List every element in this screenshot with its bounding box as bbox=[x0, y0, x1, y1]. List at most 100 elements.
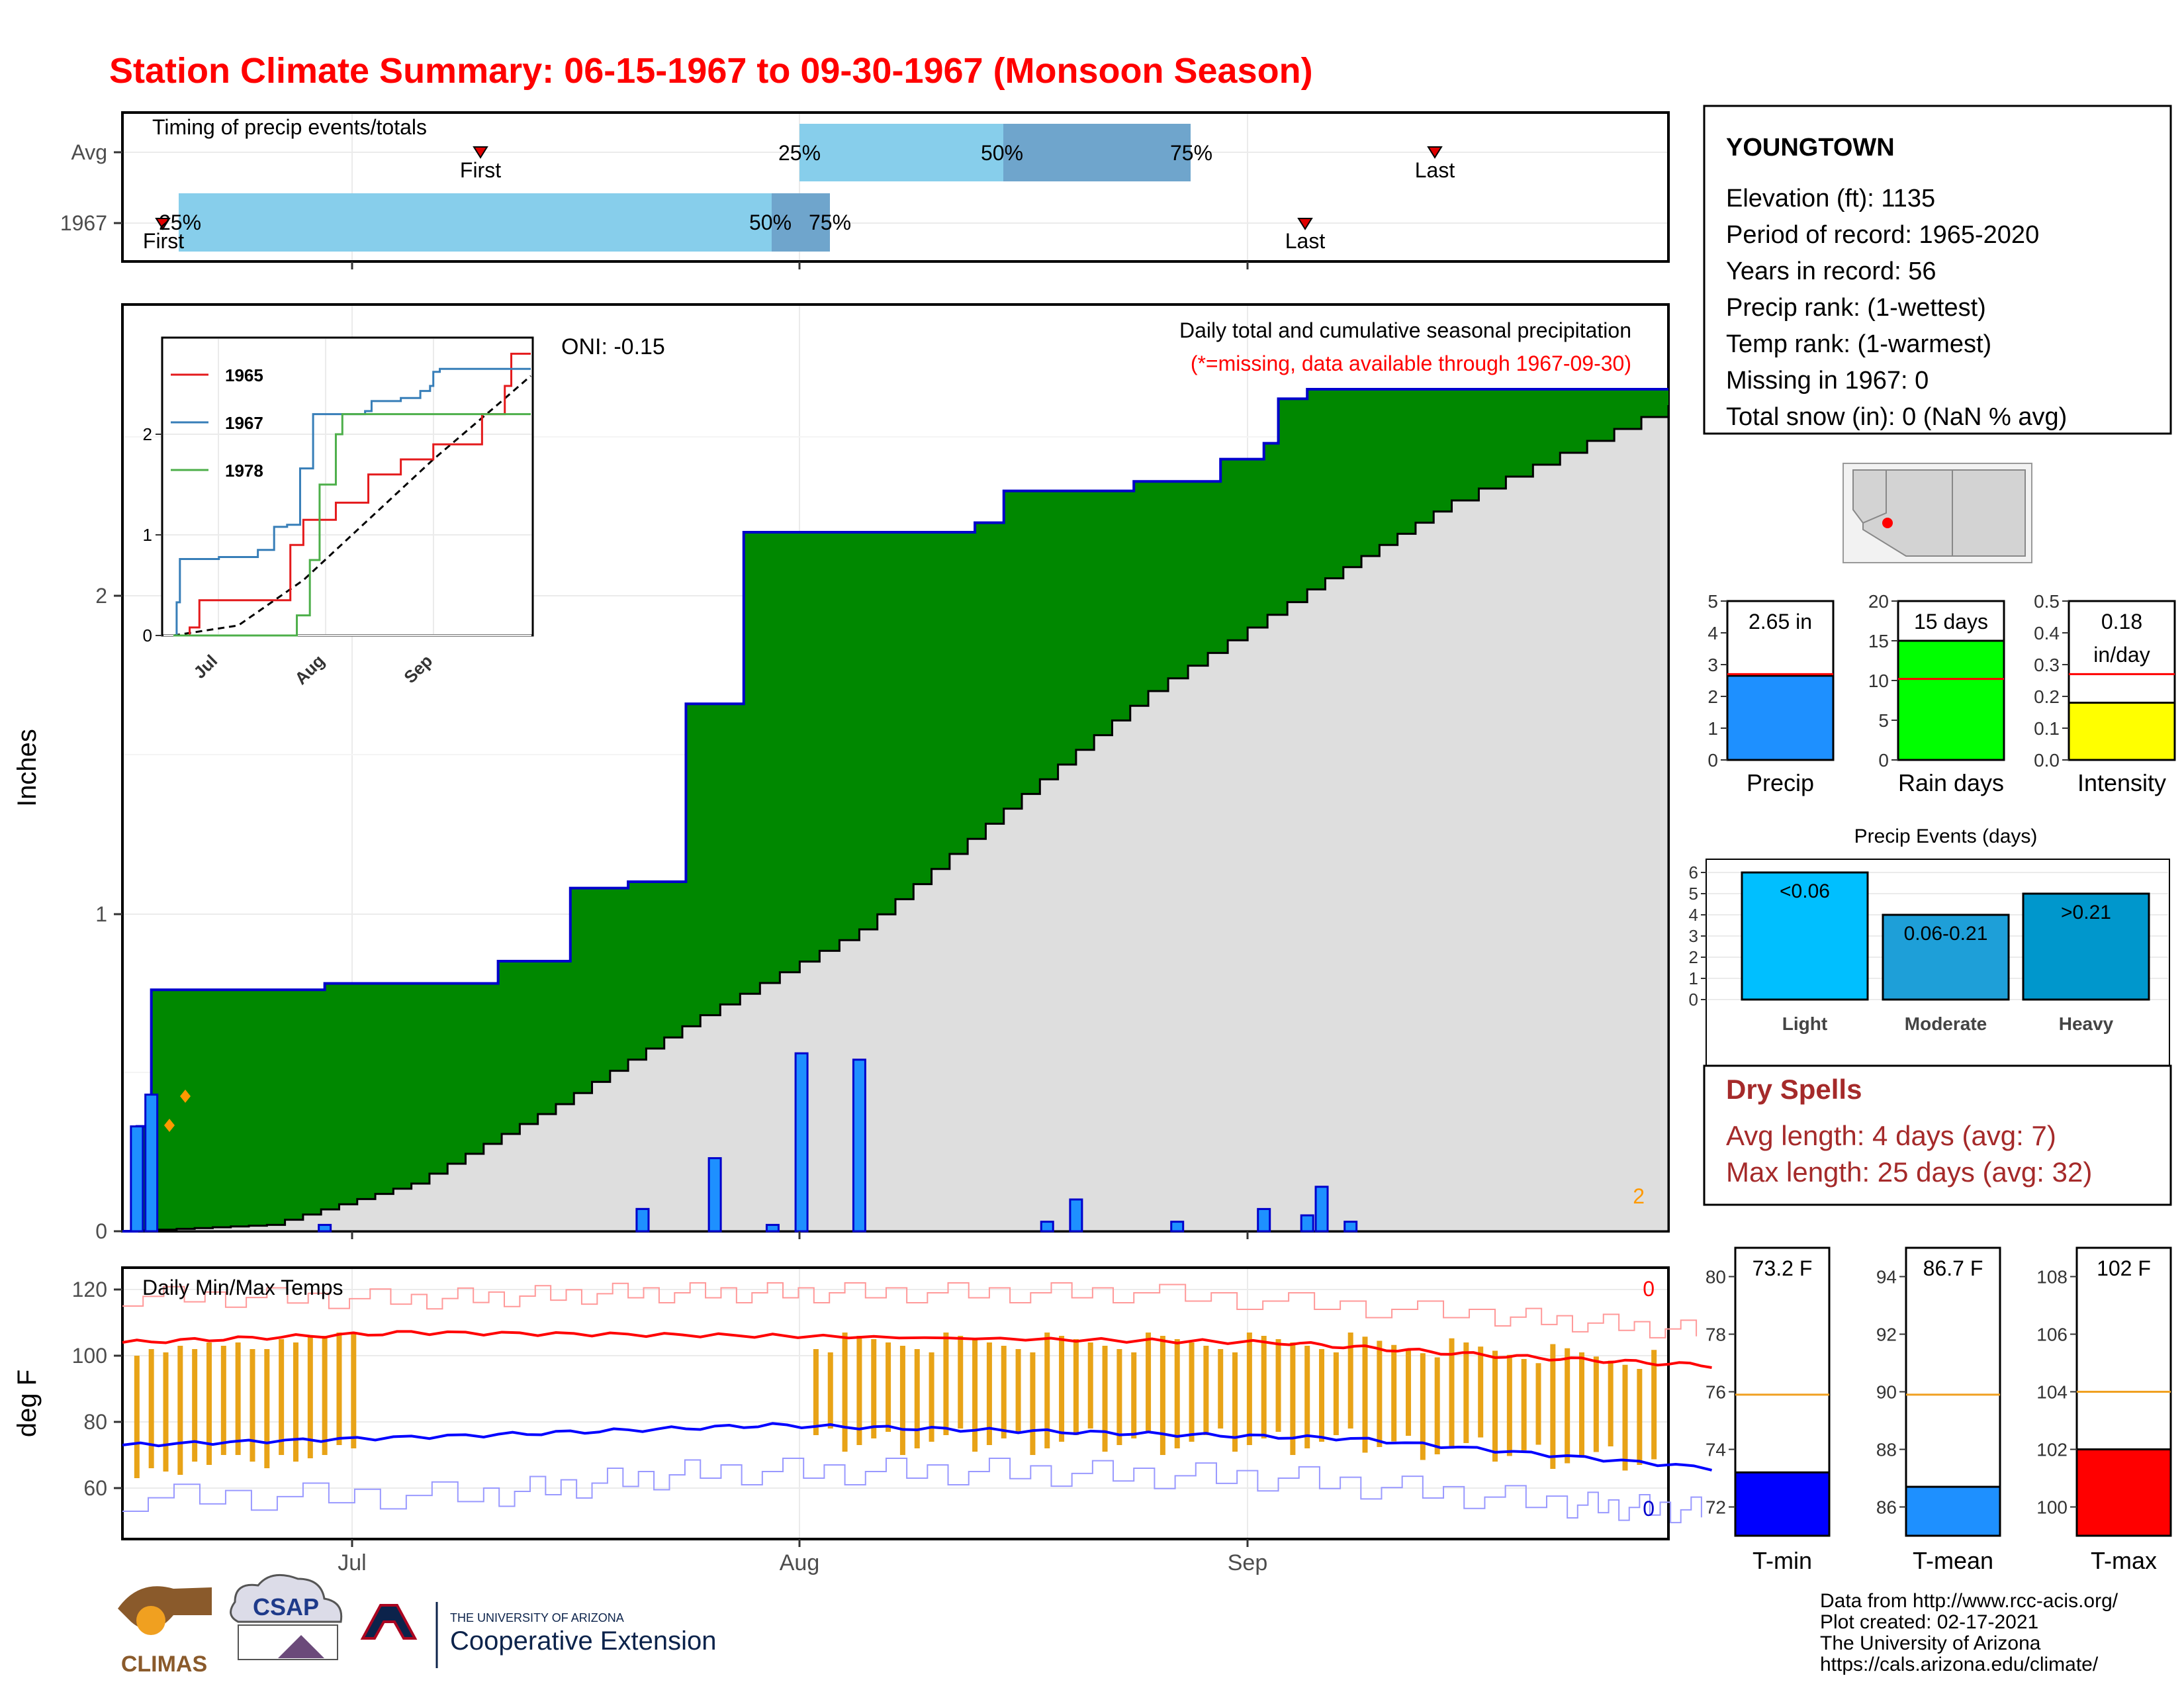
inset-avg-line bbox=[173, 375, 531, 637]
minibar-tick: 0.2 bbox=[2034, 686, 2060, 707]
minibar-precip: 5 4 3 2 1 0 2.65 in Precip bbox=[1707, 591, 1835, 796]
temp-range-bar bbox=[886, 1342, 891, 1432]
events-range: 0.06-0.21 bbox=[1904, 923, 1988, 945]
daily-precip-bar bbox=[144, 1094, 159, 1233]
events-bar-heavy: >0.21 Heavy bbox=[2022, 892, 2150, 1034]
minibar-value bbox=[1726, 675, 1835, 761]
temp-range-bar bbox=[177, 1346, 183, 1475]
location-map bbox=[1843, 463, 2032, 563]
temp-range-bar bbox=[1073, 1339, 1079, 1435]
temp-range-bar bbox=[1044, 1333, 1050, 1448]
inset-ytick-2: 2 bbox=[143, 424, 152, 444]
temp-range-bar bbox=[220, 1346, 226, 1455]
temp-range-bar bbox=[813, 1349, 819, 1435]
dry-line-2: Max length: 25 days (avg: 32) bbox=[1726, 1156, 2092, 1188]
minibar-label: Intensity bbox=[2077, 769, 2166, 796]
daily-precip-bar bbox=[1343, 1221, 1358, 1233]
tempbar-tick: 94 bbox=[1876, 1267, 1897, 1288]
temp-range-bar bbox=[1608, 1360, 1614, 1446]
daily-precip-bar bbox=[1170, 1221, 1185, 1233]
minibar-tick: 1 bbox=[1707, 718, 1718, 739]
minibar-value bbox=[2068, 702, 2176, 761]
events-tick: 6 bbox=[1689, 863, 1698, 882]
dry-line-1: Avg length: 4 days (avg: 7) bbox=[1726, 1120, 2056, 1151]
daily-precip-bar bbox=[1069, 1198, 1083, 1233]
corner-count: 2 bbox=[1633, 1184, 1645, 1208]
station-line-4: Temp rank: (1-warmest) bbox=[1726, 330, 1991, 358]
temp-range-bar bbox=[1434, 1357, 1440, 1454]
dry-spells-box: Dry Spells Avg length: 4 days (avg: 7) M… bbox=[1703, 1064, 2172, 1206]
temp-range-bar bbox=[958, 1336, 964, 1429]
temp-range-bar bbox=[293, 1342, 298, 1462]
daily-precip-bar bbox=[130, 1125, 144, 1233]
csap-text: CSAP bbox=[253, 1593, 319, 1620]
temp-range-bar bbox=[1102, 1346, 1108, 1452]
temp-range-bar bbox=[192, 1349, 198, 1462]
events-bar-light: <0.06 Light bbox=[1741, 871, 1869, 1034]
temp-range-bar bbox=[1246, 1333, 1252, 1445]
temp-range-bar bbox=[1550, 1344, 1556, 1469]
timing-row-1967: 1967 bbox=[60, 211, 107, 235]
inset-1967-line bbox=[173, 367, 531, 637]
record-high-line bbox=[122, 1282, 1698, 1338]
ua-big-text: Cooperative Extension bbox=[450, 1626, 716, 1656]
avg-last-label: Last bbox=[1415, 158, 1455, 182]
minibar-tick: 5 bbox=[1707, 591, 1718, 612]
events-range: >0.21 bbox=[2061, 902, 2111, 923]
y1967-75-label: 75% bbox=[809, 211, 851, 234]
tempbar-tick: 78 bbox=[1706, 1325, 1726, 1345]
temp-range-bar bbox=[1232, 1352, 1238, 1452]
station-location-dot bbox=[1882, 518, 1893, 528]
oni-label: ONI: -0.15 bbox=[561, 334, 665, 359]
temp-range-bar bbox=[1275, 1339, 1281, 1432]
minibar-tick: 0.5 bbox=[2034, 591, 2060, 612]
climas-logo: CLIMAS bbox=[118, 1586, 212, 1677]
tempbar-tick: 106 bbox=[2036, 1325, 2068, 1345]
tempbar-value bbox=[1905, 1485, 2001, 1537]
minibar-tick: 0 bbox=[1707, 750, 1718, 771]
avg-min-line bbox=[122, 1422, 1712, 1472]
cumulative-1967-line bbox=[122, 388, 1668, 1233]
record-low-line bbox=[122, 1458, 1702, 1524]
temperature-minibars: 80 78 76 74 72 73.2 F T-min 94 92 90 88 86 86.7 F T-m… bbox=[1706, 1246, 2172, 1574]
inset-ytick-1: 1 bbox=[143, 525, 152, 545]
events-tick: 1 bbox=[1689, 968, 1698, 988]
temp-range-bar bbox=[1565, 1348, 1570, 1464]
temp-range-bar bbox=[1087, 1342, 1093, 1429]
minibar-value-text-2: in/day bbox=[2093, 643, 2150, 667]
inset-chart: 1965 1967 1978 0 1 2 Jul Aug Sep bbox=[143, 336, 534, 688]
xtick-aug: Aug bbox=[780, 1550, 820, 1575]
minibar-tick: 10 bbox=[1868, 671, 1889, 691]
avg-last-marker bbox=[1427, 146, 1443, 159]
daily-precip-bar bbox=[1314, 1186, 1329, 1233]
temp-range-bar bbox=[1160, 1336, 1165, 1455]
minibar-tick: 0.0 bbox=[2034, 750, 2060, 771]
temps-ylabel: deg F bbox=[13, 1370, 42, 1437]
temps-ytick-60: 60 bbox=[83, 1476, 107, 1500]
station-line-1: Period of record: 1965-2020 bbox=[1726, 221, 2039, 249]
temps-count-min: 0 bbox=[1643, 1497, 1655, 1521]
temp-range-bar bbox=[1304, 1346, 1310, 1448]
minibar-value bbox=[1897, 639, 2005, 761]
temp-range-bar bbox=[264, 1349, 270, 1468]
y1967-25-50-bar bbox=[179, 193, 772, 252]
avg-first-marker bbox=[473, 146, 488, 159]
avg-50-label: 50% bbox=[981, 141, 1023, 165]
temp-range-bar bbox=[914, 1349, 920, 1448]
temp-range-bar bbox=[1622, 1364, 1628, 1471]
inset-legend-1978: 1978 bbox=[225, 461, 263, 481]
precip-ytick-0: 0 bbox=[95, 1219, 107, 1243]
tempbar-value bbox=[2075, 1448, 2172, 1537]
minibar-tick: 5 bbox=[1878, 710, 1889, 731]
timing-label: Timing of precip events/totals bbox=[152, 115, 427, 139]
events-tick: 2 bbox=[1689, 947, 1698, 967]
temp-range-bar bbox=[856, 1336, 862, 1445]
tempbar-value bbox=[1734, 1471, 1831, 1537]
daily-precip-bars bbox=[130, 1052, 1358, 1233]
temp-range-bar bbox=[1347, 1333, 1353, 1429]
station-line-2: Years in record: 56 bbox=[1726, 258, 1936, 285]
temp-range-bars bbox=[134, 1333, 1657, 1478]
timing-panel: Timing of precip events/totals First Las… bbox=[60, 111, 1670, 269]
xtick-sep: Sep bbox=[1228, 1550, 1268, 1575]
